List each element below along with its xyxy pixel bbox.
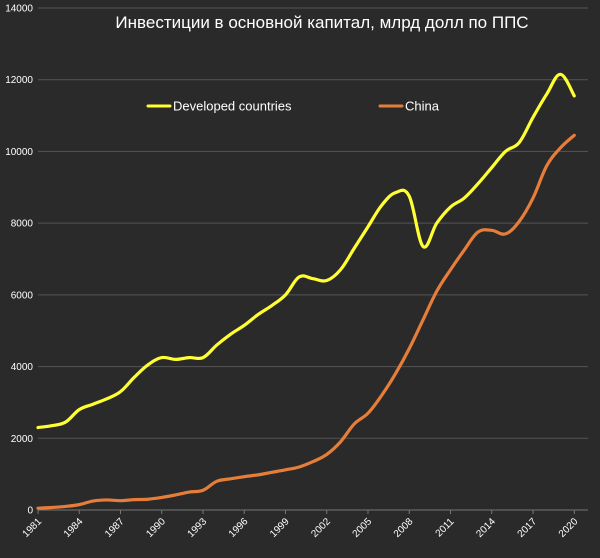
y-tick-label: 14000: [5, 4, 33, 15]
y-tick-label: 8000: [11, 219, 34, 230]
legend-label-1: China: [405, 99, 440, 114]
chart-title: Инвестиции в основной капитал, млрд долл…: [115, 13, 528, 32]
y-tick-label: 6000: [11, 290, 34, 301]
y-tick-label: 2000: [11, 434, 34, 445]
gridlines: [38, 7, 588, 511]
y-tick-label: 0: [27, 506, 33, 517]
legend: Developed countries China: [146, 99, 440, 114]
series-line-0: [36, 72, 576, 430]
series-line-1: [36, 133, 576, 510]
y-tick-label: 12000: [5, 75, 33, 86]
y-tick-label: 10000: [5, 147, 33, 158]
legend-label-0: Developed countries: [173, 99, 292, 114]
series-lines: [36, 72, 576, 510]
y-tick-label: 4000: [11, 362, 34, 373]
